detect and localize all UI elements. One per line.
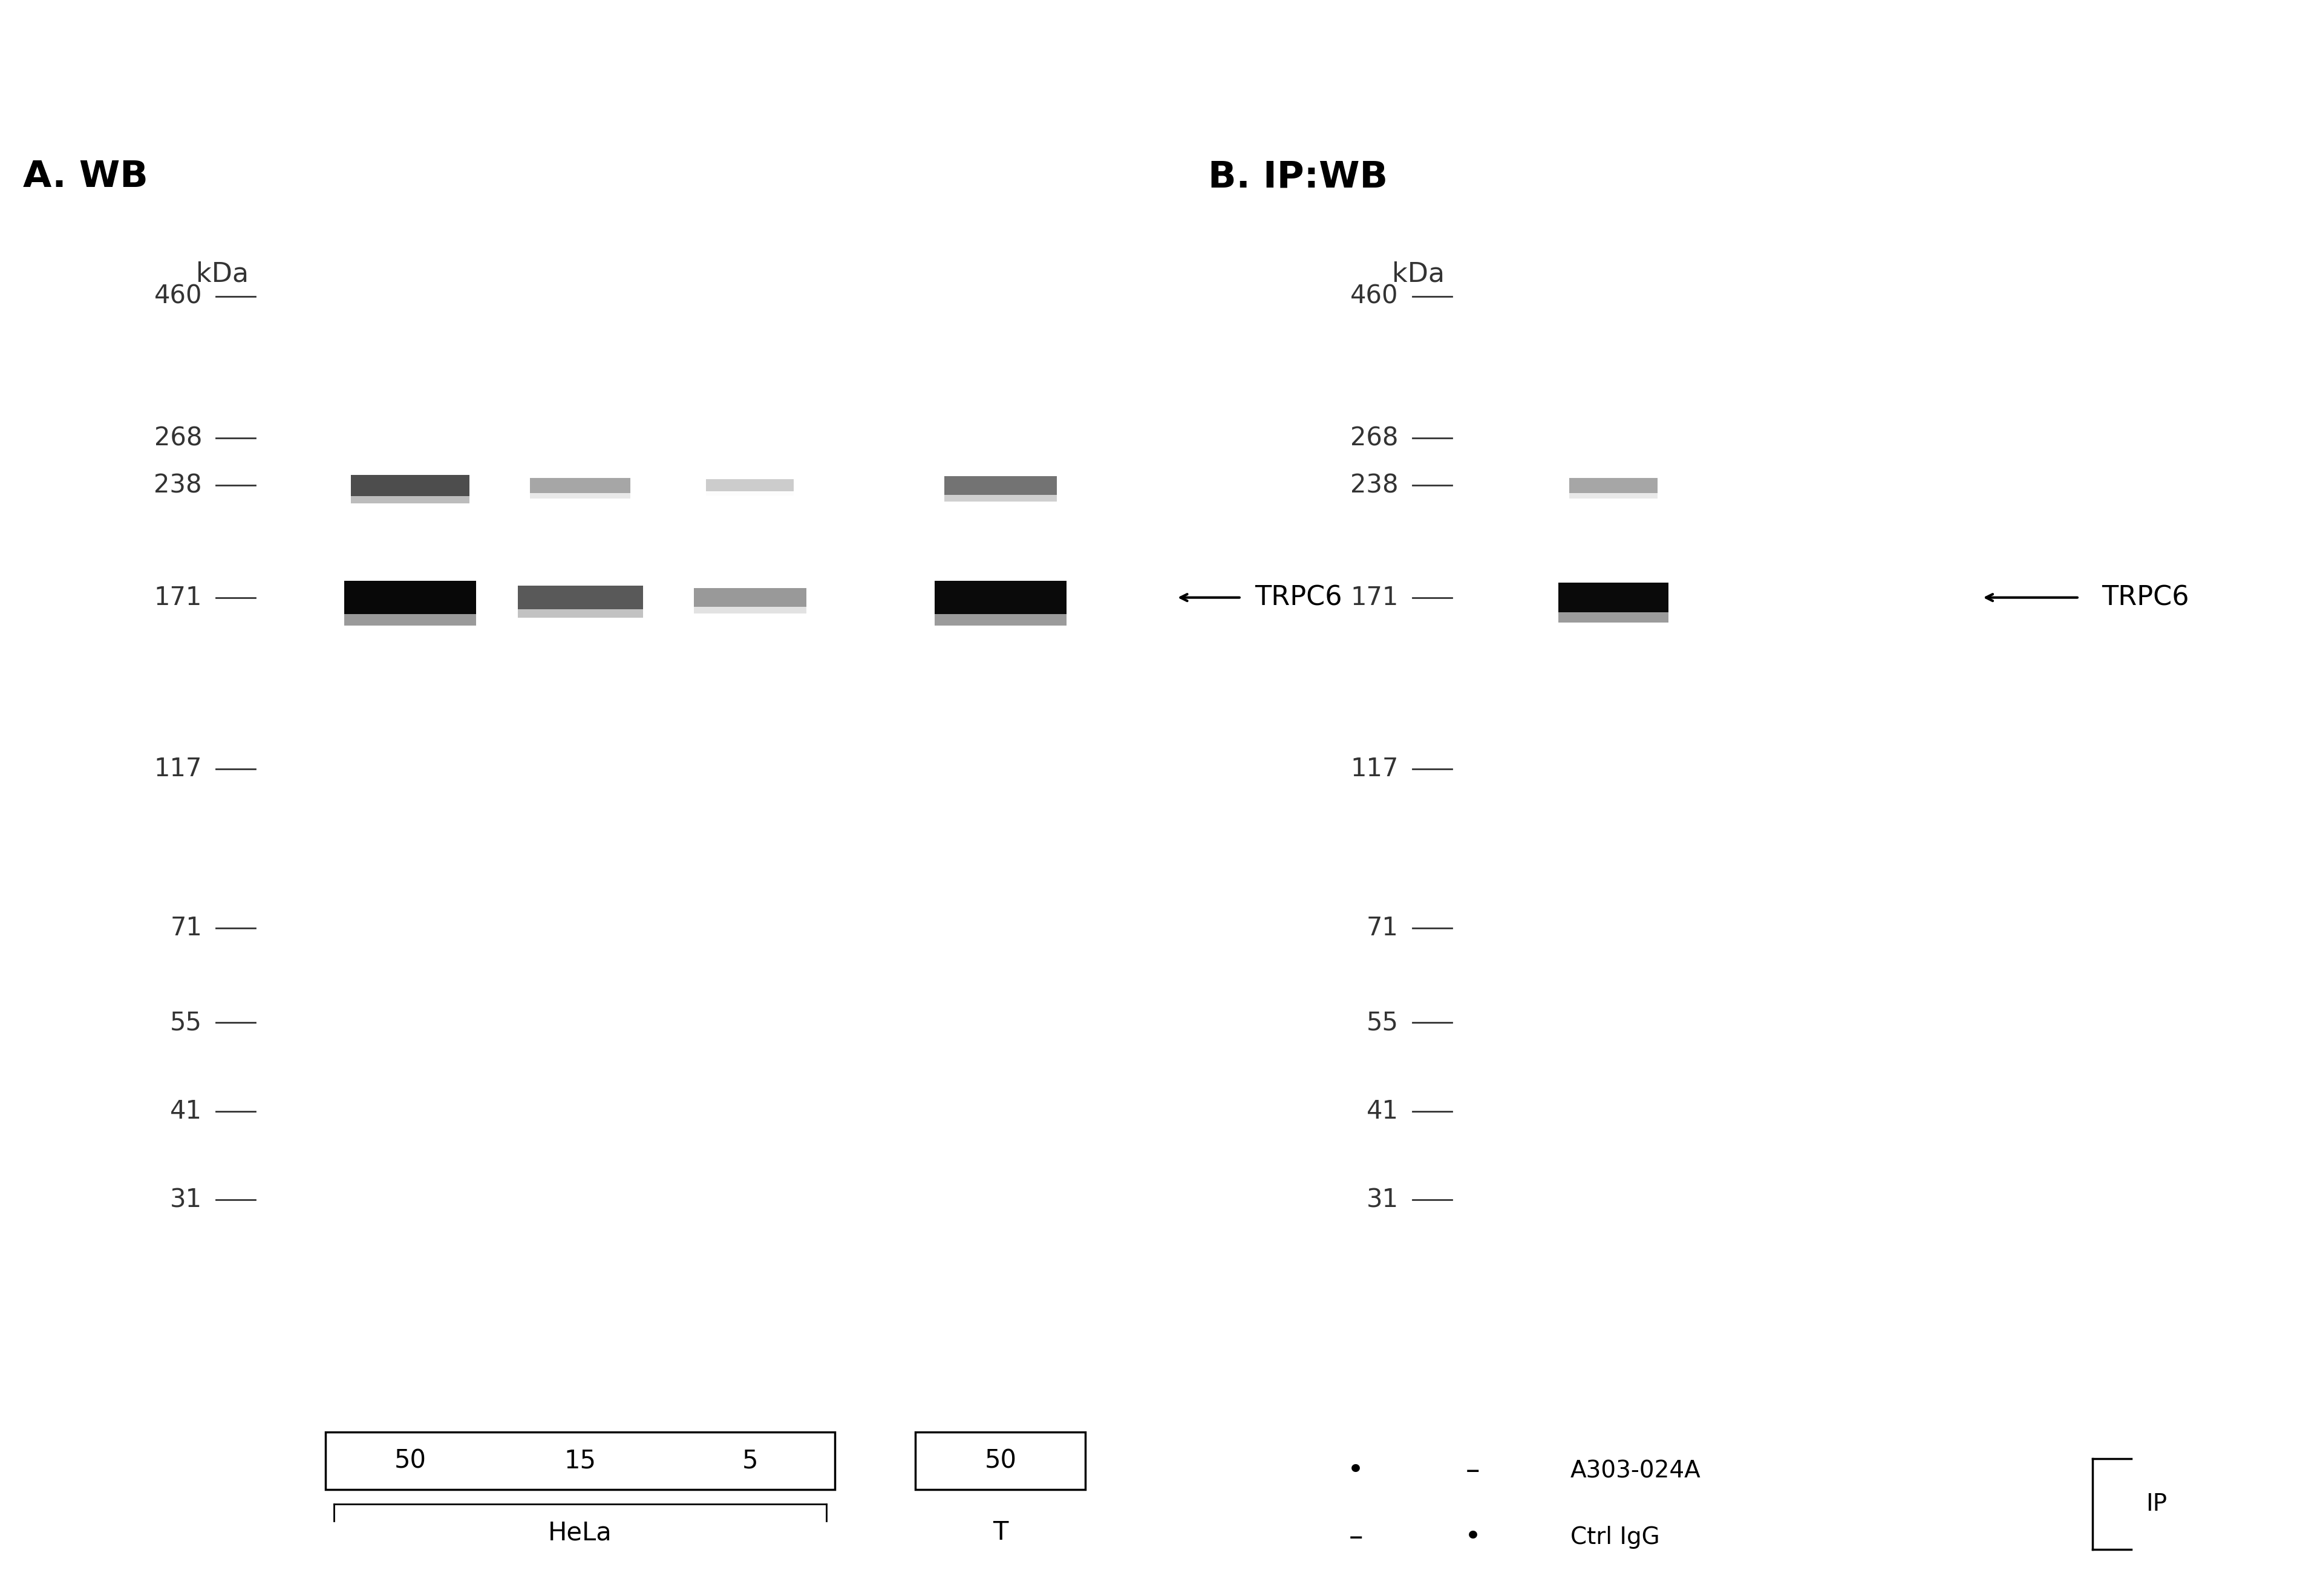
Bar (1559, 597, 1668, 622)
Bar (351, 474, 469, 496)
Text: 171: 171 (153, 584, 202, 610)
Text: HeLa: HeLa (548, 1519, 613, 1545)
Bar (1570, 485, 1656, 498)
Text: 460: 460 (1350, 284, 1398, 310)
Text: 41: 41 (1366, 1098, 1398, 1124)
Text: 31: 31 (1366, 1187, 1398, 1213)
Bar (934, 597, 1066, 626)
Text: A. WB: A. WB (23, 160, 149, 195)
Bar (706, 479, 794, 492)
Text: 171: 171 (1350, 584, 1398, 610)
Text: 238: 238 (153, 472, 202, 498)
Text: 460: 460 (153, 284, 202, 310)
Bar (344, 597, 476, 626)
Text: 15: 15 (564, 1448, 597, 1473)
Text: kDa: kDa (1391, 262, 1445, 287)
Text: 71: 71 (170, 916, 202, 942)
Bar (943, 476, 1057, 495)
Text: T: T (992, 1519, 1008, 1545)
Bar (1559, 583, 1668, 613)
Bar (706, 485, 794, 495)
Text: 5: 5 (741, 1448, 757, 1473)
Text: –: – (1350, 1524, 1364, 1551)
Text: 268: 268 (1350, 426, 1398, 450)
Bar (943, 485, 1057, 501)
Bar (344, 581, 476, 614)
Text: –: – (1466, 1457, 1480, 1484)
Text: 117: 117 (1350, 757, 1398, 782)
Text: A303-024A: A303-024A (1570, 1459, 1700, 1483)
Bar (518, 586, 643, 610)
Text: IP: IP (2146, 1492, 2167, 1516)
Text: 50: 50 (395, 1448, 427, 1473)
Bar (1570, 477, 1656, 493)
Text: •: • (1347, 1457, 1364, 1484)
Bar (915, 1432, 1085, 1489)
Bar (351, 485, 469, 503)
Bar (518, 597, 643, 618)
Bar (695, 587, 806, 606)
Text: TRPC6: TRPC6 (1254, 584, 1343, 611)
Text: 31: 31 (170, 1187, 202, 1213)
Text: 55: 55 (1366, 1010, 1398, 1036)
Text: B. IP:WB: B. IP:WB (1208, 160, 1387, 195)
Bar (530, 485, 630, 498)
Text: 71: 71 (1366, 916, 1398, 942)
Text: Ctrl IgG: Ctrl IgG (1570, 1526, 1659, 1550)
Text: 268: 268 (153, 426, 202, 450)
Text: 117: 117 (153, 757, 202, 782)
Text: 50: 50 (985, 1448, 1017, 1473)
Bar (325, 1432, 834, 1489)
Text: kDa: kDa (195, 262, 249, 287)
Text: TRPC6: TRPC6 (2102, 584, 2188, 611)
Text: 238: 238 (1350, 472, 1398, 498)
Bar (695, 597, 806, 613)
Bar (934, 581, 1066, 614)
Text: 55: 55 (170, 1010, 202, 1036)
Text: •: • (1463, 1524, 1482, 1551)
Bar (530, 477, 630, 493)
Text: 41: 41 (170, 1098, 202, 1124)
